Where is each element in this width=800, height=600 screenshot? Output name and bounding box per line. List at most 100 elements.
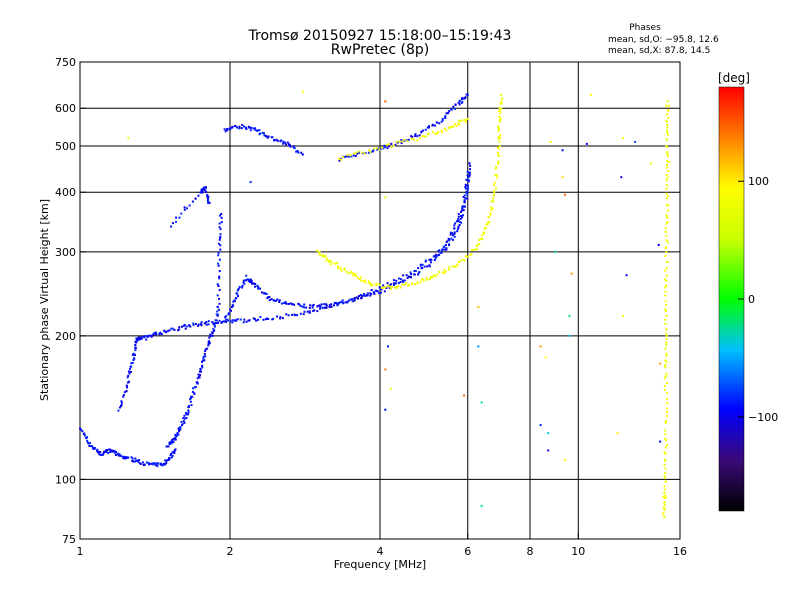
data-point: [422, 129, 424, 132]
data-point: [231, 319, 234, 322]
data-point: [434, 132, 437, 135]
data-point: [666, 197, 668, 200]
colorbar-ticks: 100 0 −100: [738, 175, 778, 424]
data-point: [500, 107, 503, 110]
data-point: [364, 294, 367, 297]
data-point: [380, 287, 383, 289]
data-point: [667, 161, 670, 164]
data-point: [664, 347, 667, 350]
data-point: [496, 152, 499, 154]
data-point: [458, 103, 461, 106]
data-point: [207, 344, 210, 347]
data-point: [245, 126, 248, 129]
data-point: [366, 292, 369, 295]
data-point: [664, 429, 667, 432]
data-point: [448, 266, 451, 269]
data-point: [414, 270, 417, 272]
data-point: [665, 398, 668, 400]
data-point: [461, 206, 464, 209]
data-point: [432, 123, 435, 126]
data-point: [397, 141, 399, 144]
data-point: [217, 254, 220, 257]
data-point: [384, 146, 387, 149]
data-point: [414, 283, 416, 285]
data-point: [208, 340, 211, 343]
data-point: [664, 246, 667, 249]
y-tick-label: 600: [55, 102, 76, 115]
data-point: [114, 454, 117, 456]
data-point: [330, 260, 333, 263]
data-point: [405, 282, 408, 285]
data-point: [231, 321, 234, 324]
data-point: [257, 287, 260, 290]
data-point: [436, 273, 439, 276]
data-point: [462, 209, 465, 212]
data-point: [665, 138, 668, 141]
data-point: [87, 442, 90, 445]
data-point: [372, 149, 375, 152]
data-point: [178, 430, 180, 433]
data-point: [665, 222, 668, 225]
data-point: [301, 153, 304, 156]
data-point: [665, 251, 668, 254]
data-point: [198, 370, 201, 373]
data-point: [369, 151, 372, 153]
data-point: [357, 150, 360, 153]
data-point: [89, 442, 91, 445]
data-point: [436, 121, 438, 124]
data-point: [429, 258, 432, 261]
data-point: [568, 334, 571, 337]
data-point: [173, 328, 176, 331]
data-point: [665, 179, 668, 182]
data-point: [257, 286, 260, 289]
data-point: [206, 347, 209, 350]
data-point: [437, 250, 440, 253]
data-point: [306, 310, 309, 313]
data-point: [497, 147, 500, 150]
data-point: [464, 255, 467, 258]
data-point: [375, 147, 378, 150]
data-point: [666, 160, 669, 162]
data-point: [262, 132, 265, 135]
data-point: [664, 278, 666, 281]
data-point: [666, 184, 669, 187]
data-point: [394, 282, 397, 285]
data-point: [665, 439, 668, 442]
data-point: [589, 93, 592, 96]
data-point: [190, 397, 192, 400]
data-point: [665, 446, 667, 449]
data-point: [302, 313, 305, 316]
data-point: [249, 181, 252, 184]
data-point: [323, 303, 326, 306]
phases-mean-x: mean, sd,X: 87.8, 14.5: [608, 46, 710, 56]
data-point: [665, 304, 668, 307]
data-point: [376, 283, 379, 286]
data-point: [465, 93, 468, 96]
data-point: [440, 131, 443, 134]
data-point: [445, 248, 448, 251]
data-point: [141, 461, 144, 464]
data-point: [297, 151, 300, 154]
data-point: [664, 375, 667, 378]
data-point: [152, 462, 155, 465]
data-point: [301, 90, 304, 93]
y-tick-label: 500: [55, 140, 76, 153]
data-point: [151, 462, 153, 465]
data-point: [416, 135, 419, 138]
data-point: [200, 189, 203, 192]
data-point: [452, 238, 455, 241]
data-point: [666, 221, 669, 224]
data-point: [414, 135, 417, 137]
data-point: [93, 447, 96, 450]
data-point: [208, 336, 211, 339]
data-point: [253, 127, 256, 130]
data-point: [476, 244, 479, 247]
data-point: [216, 283, 219, 286]
data-point: [401, 279, 404, 282]
data-point: [490, 206, 493, 209]
data-point: [125, 390, 128, 393]
data-point: [236, 289, 239, 292]
data-point: [358, 295, 360, 297]
data-point: [330, 303, 333, 306]
data-point: [316, 310, 319, 313]
